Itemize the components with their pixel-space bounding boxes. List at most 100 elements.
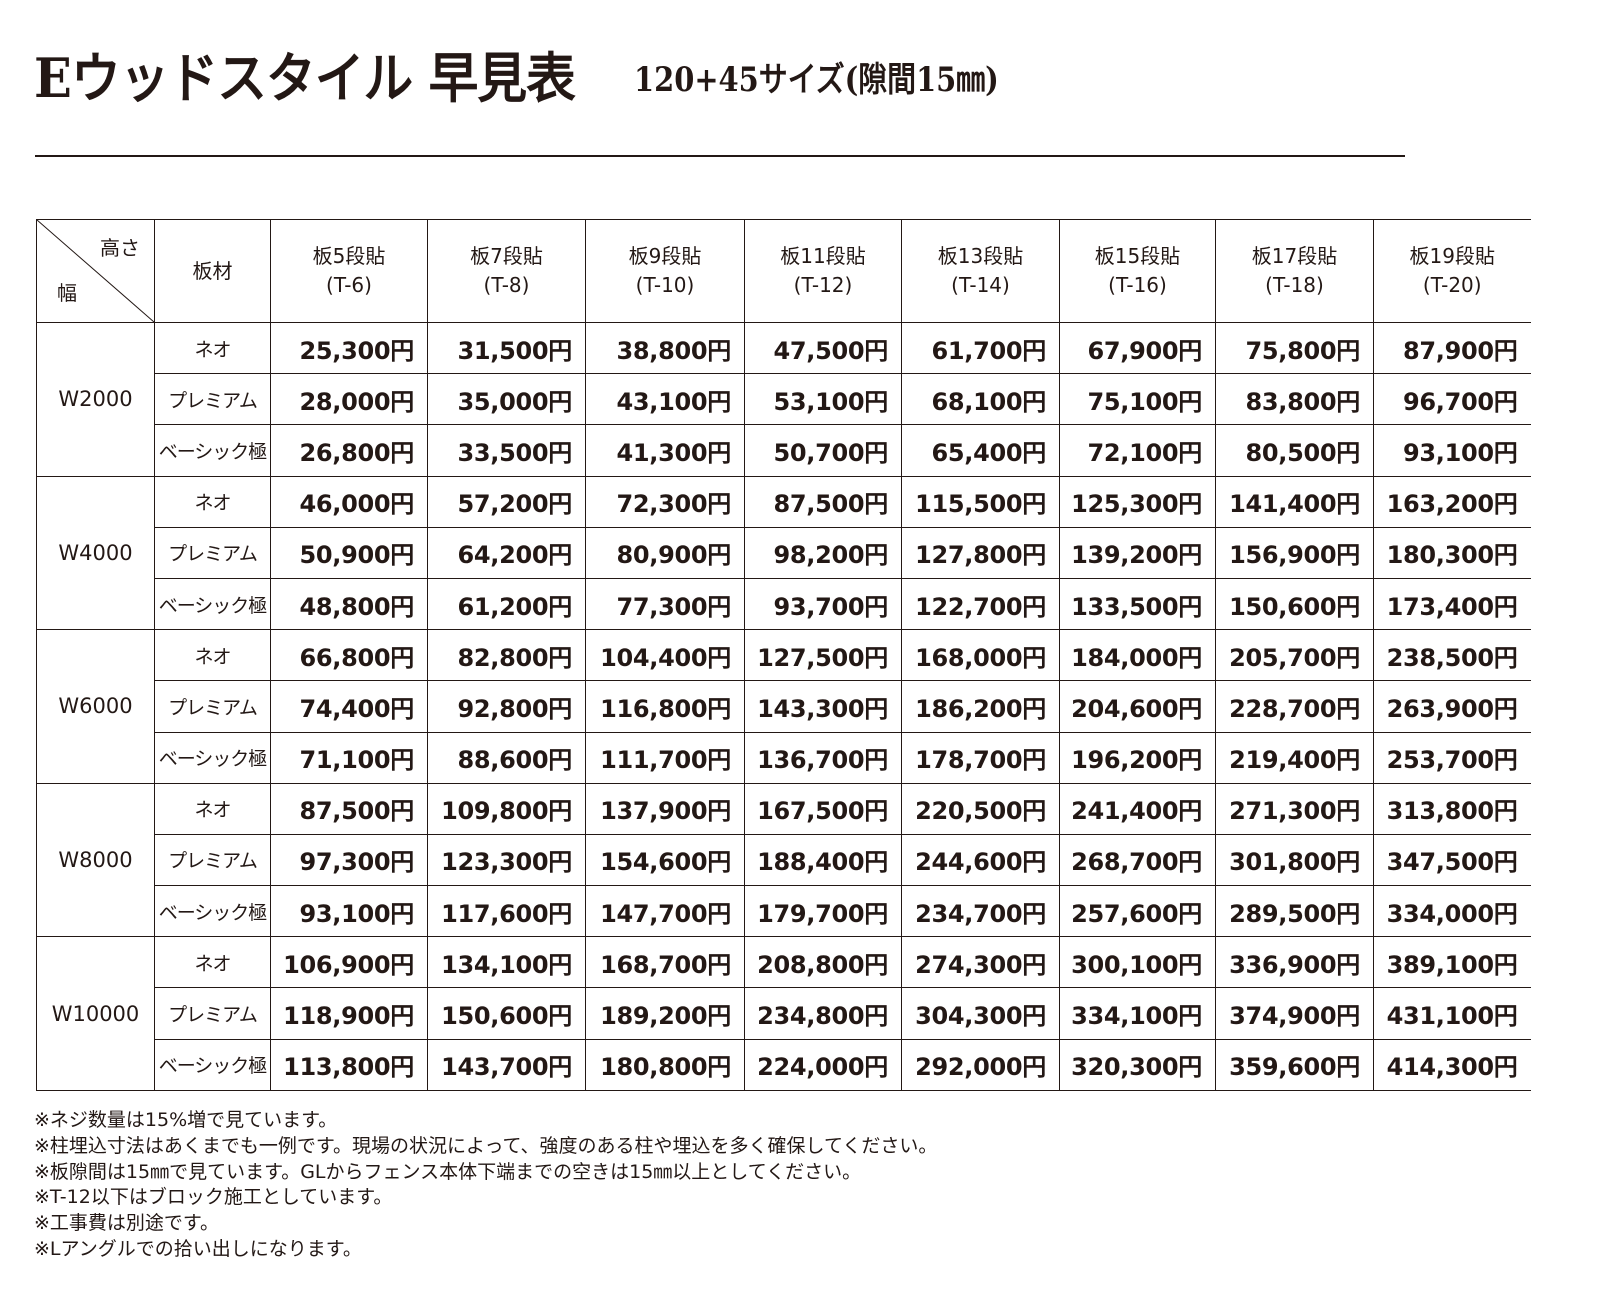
price-cell: 137,900円 <box>585 782 745 835</box>
column-code: (T-16) <box>1108 273 1167 297</box>
price-cell: 92,800円 <box>427 680 586 733</box>
price-cell: 253,700円 <box>1373 731 1531 784</box>
price-cell: 127,500円 <box>744 629 902 682</box>
price-cell: 163,200円 <box>1373 475 1531 528</box>
price-cell: 122,700円 <box>901 577 1060 631</box>
material-cell: ネオ <box>154 475 271 528</box>
column-code: (T-10) <box>635 273 695 297</box>
column-name: 板19段貼 <box>1409 244 1495 268</box>
price-cell: 104,400円 <box>585 629 745 682</box>
table-row: ベーシック極 26,800円 33,500円 41,300円 50,700円 65,400… <box>37 424 1531 477</box>
price-cell: 208,800円 <box>744 936 902 989</box>
price-cell: 82,800円 <box>427 629 586 682</box>
price-cell: 220,500円 <box>901 782 1060 835</box>
price-cell: 150,600円 <box>1215 577 1374 631</box>
price-cell: 238,500円 <box>1373 629 1531 682</box>
price-cell: 80,900円 <box>585 526 745 579</box>
price-cell: 72,300円 <box>585 475 745 528</box>
table-row: W2000 ネオ 25,300円 31,500円 38,800円 47,500円 61,70… <box>36 321 1531 477</box>
column-header: 板11段貼 (T-12) <box>744 219 902 323</box>
material-cell: ベーシック極 <box>154 731 271 784</box>
price-cell: 109,800円 <box>427 782 586 835</box>
column-header: 板13段貼 (T-14) <box>901 219 1060 323</box>
price-cell: 41,300円 <box>585 424 745 477</box>
price-cell: 389,100円 <box>1373 936 1531 989</box>
table-row: プレミアム 118,900円 150,600円 189,200円 234,800円 304… <box>37 987 1531 1040</box>
price-cell: 180,300円 <box>1373 526 1531 579</box>
price-cell: 61,700円 <box>901 321 1060 375</box>
table-row: W10000 ネオ 106,900円 134,100円 168,700円 208,800円… <box>36 936 1531 1091</box>
price-cell: 83,800円 <box>1215 373 1374 426</box>
price-cell: 93,700円 <box>744 577 902 631</box>
column-name: 板7段貼 <box>470 244 543 268</box>
price-cell: 168,700円 <box>585 936 745 989</box>
material-cell: ネオ <box>154 782 271 835</box>
column-name: 板13段貼 <box>937 244 1024 268</box>
price-cell: 139,200円 <box>1059 526 1216 579</box>
price-cell: 98,200円 <box>744 526 902 579</box>
table-row: プレミアム 74,400円 92,800円 116,800円 143,300円 186,2… <box>37 680 1531 733</box>
price-cell: 61,200円 <box>427 577 586 631</box>
price-cell: 334,100円 <box>1059 987 1216 1040</box>
price-cell: 300,100円 <box>1059 936 1216 989</box>
column-header: 板19段貼 (T-20) <box>1373 219 1531 323</box>
material-cell: プレミアム <box>154 833 271 887</box>
material-cell: ネオ <box>154 629 271 682</box>
table-row: ベーシック極 93,100円 117,600円 147,700円 179,700円 234… <box>37 885 1531 938</box>
price-cell: 263,900円 <box>1373 680 1531 733</box>
width-cell: W8000 <box>36 782 155 938</box>
price-cell: 118,900円 <box>270 987 428 1040</box>
price-cell: 196,200円 <box>1059 731 1216 784</box>
width-cell: W10000 <box>36 936 155 1091</box>
price-cell: 228,700円 <box>1215 680 1374 733</box>
price-cell: 46,000円 <box>270 475 428 528</box>
price-cell: 26,800円 <box>270 424 428 477</box>
column-code: (T-20) <box>1422 273 1482 297</box>
title-main: Eウッドスタイル 早見表 <box>34 46 576 110</box>
price-cell: 334,000円 <box>1373 885 1531 938</box>
note-line: ※工事費は別途です。 <box>34 1212 220 1235</box>
price-cell: 38,800円 <box>585 321 745 375</box>
width-label: 幅 <box>57 281 77 305</box>
price-cell: 347,500円 <box>1373 833 1531 887</box>
price-cell: 64,200円 <box>427 526 586 579</box>
material-header: 板材 <box>154 219 271 323</box>
price-cell: 87,500円 <box>270 782 428 835</box>
note-line: ※柱埋込寸法はあくまでも一例です。現場の状況によって、強度のある柱や埋込を多く確… <box>34 1134 938 1157</box>
price-cell: 48,800円 <box>270 577 428 631</box>
column-header: 板15段貼 (T-16) <box>1059 219 1216 323</box>
price-cell: 57,200円 <box>427 475 586 528</box>
material-cell: ネオ <box>154 936 271 989</box>
header-row: 高さ 幅 板材 板5段貼 (T-6) 板7段貼 (T-8) 板9段貼 (T-10) 板11段… <box>36 219 1531 323</box>
price-cell: 188,400円 <box>744 833 902 887</box>
price-cell: 136,700円 <box>744 731 902 784</box>
column-code: (T-18) <box>1265 273 1324 297</box>
price-cell: 313,800円 <box>1373 782 1531 835</box>
price-cell: 133,500円 <box>1059 577 1216 631</box>
price-cell: 234,700円 <box>901 885 1060 938</box>
price-cell: 204,600円 <box>1059 680 1216 733</box>
material-cell: ベーシック極 <box>154 885 271 938</box>
column-header: 板5段貼 (T-6) <box>270 219 428 323</box>
material-cell: プレミアム <box>154 526 271 579</box>
price-cell: 244,600円 <box>901 833 1060 887</box>
price-cell: 97,300円 <box>270 833 428 887</box>
price-cell: 87,900円 <box>1373 321 1531 375</box>
table-row: プレミアム 28,000円 35,000円 43,100円 53,100円 68,100円… <box>37 373 1531 426</box>
price-cell: 184,000円 <box>1059 629 1216 682</box>
height-label: 高さ <box>100 236 140 260</box>
price-cell: 75,800円 <box>1215 321 1374 375</box>
price-table: 高さ 幅 板材 板5段貼 (T-6) 板7段貼 (T-8) 板9段貼 (T-10) 板11段… <box>36 219 1531 1091</box>
price-cell: 71,100円 <box>270 731 428 784</box>
note-line: ※T-12以下はブロック施工としています。 <box>34 1186 393 1209</box>
price-cell: 178,700円 <box>901 731 1060 784</box>
width-cell: W2000 <box>36 322 155 477</box>
material-cell: プレミアム <box>154 987 271 1040</box>
price-cell: 93,100円 <box>1373 424 1531 477</box>
price-cell: 115,500円 <box>901 475 1060 528</box>
price-cell: 168,000円 <box>901 629 1060 682</box>
price-cell: 72,100円 <box>1059 424 1216 477</box>
material-cell: ベーシック極 <box>154 577 271 631</box>
material-cell: ベーシック極 <box>154 1038 271 1091</box>
price-cell: 292,000円 <box>901 1038 1060 1091</box>
